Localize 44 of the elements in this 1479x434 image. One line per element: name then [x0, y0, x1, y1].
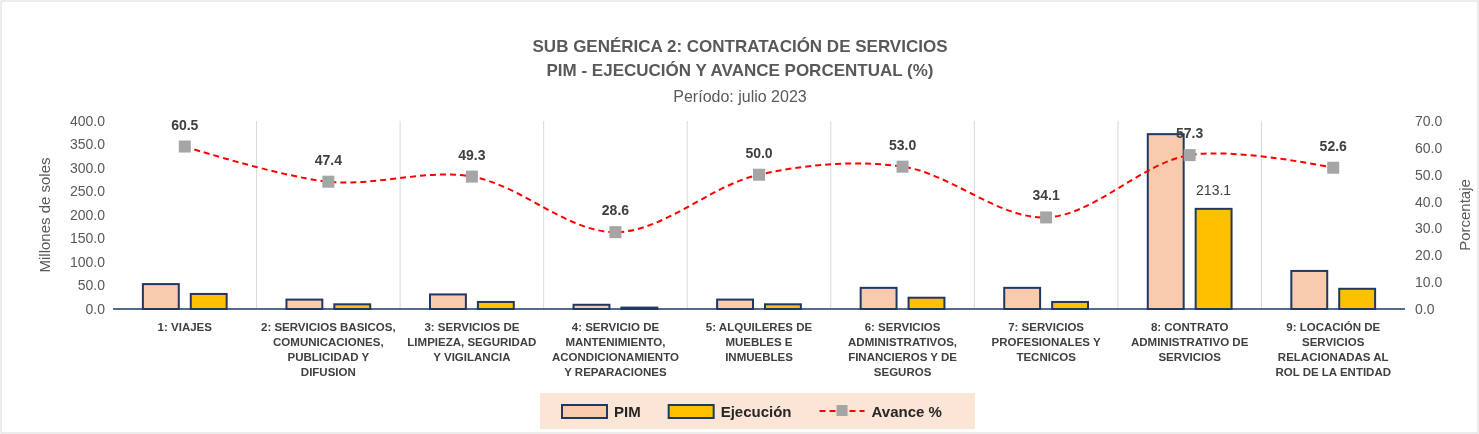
- data-label: 213.1: [1196, 181, 1232, 198]
- data-label: 49.3: [458, 146, 486, 163]
- y2-tick-label: 30.0: [1415, 220, 1443, 237]
- x-tick-label: 5: ALQUILERES DE MUEBLES E INMUEBLES: [705, 321, 813, 363]
- x-tick-label: 4: SERVICIO DE MANTENIMIENTO, ACONDICIONAMIENTO Y REPARACIONES: [551, 321, 679, 378]
- x-tick-label: 1: VIAJES: [157, 321, 213, 333]
- y2-tick-label: 20.0: [1415, 247, 1443, 264]
- y-tick-label: 150.0: [69, 230, 106, 247]
- data-label: 47.4: [314, 151, 343, 168]
- y-tick-label: 400.0: [69, 112, 106, 129]
- data-label: 52.6: [1319, 137, 1348, 154]
- data-label: 53.0: [888, 136, 917, 153]
- y2-tick-label: 40.0: [1415, 193, 1443, 210]
- y-tick-label: 200.0: [69, 206, 106, 223]
- y-tick-label: 350.0: [69, 136, 106, 153]
- data-label: 60.5: [171, 116, 199, 133]
- y2-tick-label: 10.0: [1415, 274, 1443, 291]
- x-tick-label: 7: SERVICIOS PROFESIONALES Y TECNICOS: [991, 321, 1101, 363]
- chart-subtitle: PIM - EJECUCIÓN Y AVANCE PORCENTUAL (%): [546, 61, 934, 80]
- x-tick-label: 8: CONTRATO ADMINISTRATIVO DE SERVICIOS: [1130, 321, 1249, 363]
- y2-tick-label: 70.0: [1415, 112, 1443, 129]
- text: Período: julio 2023: [673, 88, 807, 105]
- y2-tick-label: 60.0: [1415, 139, 1443, 156]
- chart-title: SUB GENÉRICA 2: CONTRATACIÓN DE SERVICIOS: [532, 37, 948, 56]
- data-label: 50.0: [745, 144, 773, 161]
- x-tick-label: 2: SERVICIOS BASICOS, COMUNICACIONES, PUBLICIDAD Y DIFUSION: [261, 321, 396, 378]
- y-tick-label: 300.0: [69, 159, 106, 176]
- data-label: 57.3: [1176, 125, 1204, 142]
- y-axis-title: Millones de soles: [36, 157, 53, 273]
- y2-axis-title: Porcentaje: [1456, 179, 1473, 251]
- y-tick-label: 50.0: [77, 277, 106, 294]
- x-tick-label: 9: LOCACIÓN DE SERVICIOS RELACIONADAS AL ROL DE LA ENTIDAD: [1275, 321, 1392, 378]
- data-label: 34.1: [1032, 187, 1060, 204]
- x-tick-label: 3: SERVICIOS DE LIMPIEZA, SEGURIDAD Y VIGILANCIA: [407, 321, 537, 363]
- y-tick-label: 250.0: [69, 183, 106, 200]
- y-tick-label: 0.0: [85, 300, 106, 317]
- legend-label: Avance %: [871, 403, 942, 420]
- y2-tick-label: 50.0: [1415, 166, 1443, 183]
- x-tick-label: 6: SERVICIOS ADMINISTRATIVOS, FINANCIEROS Y DE SEGUROS: [848, 321, 958, 378]
- legend-label: PIM: [614, 403, 641, 420]
- data-label: 28.6: [601, 202, 630, 219]
- legend-label: Ejecución: [720, 403, 792, 420]
- y-tick-label: 100.0: [69, 253, 106, 270]
- y2-tick-label: 0.0: [1415, 300, 1435, 317]
